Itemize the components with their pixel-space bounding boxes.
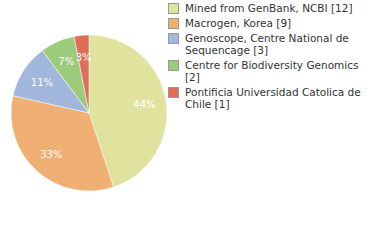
svg-text:33%: 33% bbox=[40, 149, 62, 160]
html-text:Pontificia Universidad Catolic: Pontificia Universidad Catolica de Chile… bbox=[185, 86, 361, 110]
svg-text:44%: 44% bbox=[133, 99, 155, 110]
html-text:Macrogen, Korea [9]: Macrogen, Korea [9] bbox=[185, 17, 292, 29]
svg-text:11%: 11% bbox=[31, 77, 53, 88]
html-text:Mined from GenBank, NCBI [12]: Mined from GenBank, NCBI [12] bbox=[185, 2, 353, 14]
html-text:Centre for Biodiversity Genomi: Centre for Biodiversity Genomics [2] bbox=[185, 59, 359, 83]
svg-text:3%: 3% bbox=[76, 52, 92, 63]
html-text:Genoscope, Centre National de: Genoscope, Centre National de Sequencage… bbox=[185, 32, 349, 56]
svg-text:7%: 7% bbox=[58, 56, 74, 67]
